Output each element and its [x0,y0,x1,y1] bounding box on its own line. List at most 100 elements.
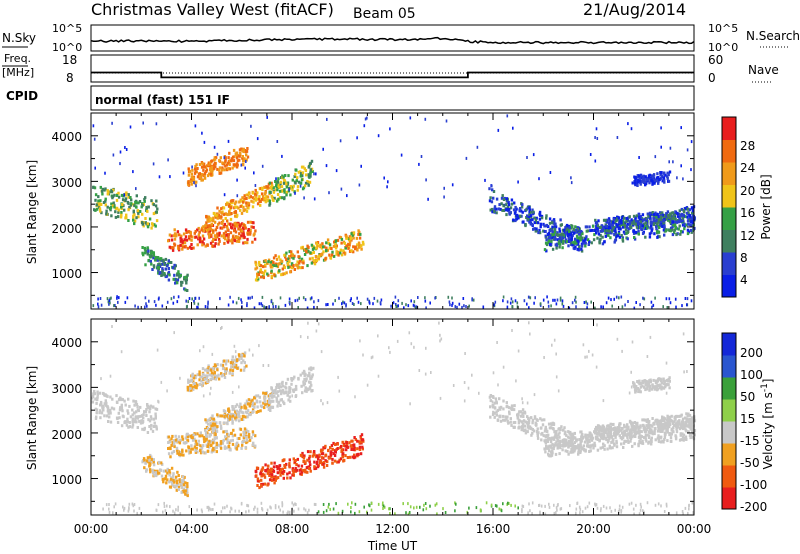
echo-cell [235,403,239,407]
echo-cell [190,175,193,179]
echo-cell [275,264,278,268]
echo-cell [310,375,314,379]
echo-cell [544,234,547,238]
echo-cell [692,217,695,221]
echo-cell [319,460,322,464]
echo-cell [353,443,356,447]
echo-cell [254,196,258,200]
echo-cell [179,243,182,247]
echo-cell [239,204,242,208]
echo-cell [656,235,659,239]
echo-cell [91,395,95,398]
date-label: 21/Aug/2014 [583,0,686,19]
echo-cell [625,225,629,229]
echo-cell [283,272,286,276]
echo-cell [313,450,316,453]
echo-cell [262,195,265,198]
echo-cell [286,257,290,261]
echo-cell [669,226,673,230]
echo-cell [301,451,304,455]
echo-cell [572,450,575,454]
echo-cell [113,304,115,308]
echo-cell [488,199,492,203]
echo-cell [523,411,527,415]
echo-cell [124,146,126,149]
echo-cell [357,453,360,457]
echo-cell [630,127,633,131]
echo-cell [279,180,282,184]
echo-cell [238,200,241,204]
echo-cell [143,197,146,201]
echo-cell [285,386,288,390]
echo-cell [113,193,116,197]
echo-cell [249,413,252,417]
echo-cell [324,444,327,448]
echo-cell [155,474,158,478]
echo-cell [330,450,333,454]
echo-cell [121,409,124,413]
echo-cell [200,379,203,383]
echo-cell [502,204,505,208]
echo-cell [166,300,169,304]
echo-cell [592,238,596,242]
echo-cell [321,252,324,256]
echo-cell [214,433,217,436]
echo-cell [283,458,286,462]
echo-cell [629,435,632,439]
echo-cell [344,246,347,250]
echo-cell [280,471,284,474]
echo-cell [104,203,107,207]
echo-cell [434,296,436,300]
echo-cell [359,435,362,439]
echo-cell [345,441,348,444]
echo-cell [306,180,309,183]
echo-cell [226,161,230,165]
echo-cell [668,219,671,223]
echo-cell [330,253,334,257]
echo-cell [595,127,598,131]
echo-cell [670,215,673,219]
echo-cell [655,212,659,216]
echo-cell [303,196,305,200]
echo-cell [288,395,291,399]
echo-cell [588,440,591,444]
echo-cell [156,469,159,473]
echo-cell [513,421,517,424]
echo-cell [194,385,198,389]
echo-cell [290,377,294,381]
echo-cell [673,419,676,423]
echo-cell [524,223,527,226]
echo-cell [190,447,193,451]
echo-cell [186,385,189,389]
echo-cell [633,424,636,428]
echo-cell [292,256,295,260]
echo-cell [112,407,116,411]
echo-cell [329,446,332,450]
echo-cell [666,306,669,309]
echo-cell [213,220,217,224]
echo-cell [281,267,284,271]
echo-cell [283,253,286,257]
echo-cell [99,416,102,420]
echo-cell [276,193,280,196]
echo-cell [306,470,309,474]
echo-cell [169,175,171,179]
echo-cell [186,435,190,439]
echo-cell [152,162,155,166]
echo-cell [638,177,642,181]
echo-cell [157,460,161,464]
echo-cell [538,212,541,216]
echo-cell [309,297,312,301]
echo-cell [173,237,177,241]
echo-cell [303,253,307,256]
echo-cell [212,367,215,370]
echo-cell [111,121,113,125]
echo-cell [328,253,331,257]
echo-cell [350,249,353,253]
echo-cell [206,422,210,426]
echo-cell [119,215,123,219]
echo-cell [255,470,258,474]
echo-cell [602,442,605,446]
echo-cell [307,165,310,169]
echo-cell [601,235,604,239]
